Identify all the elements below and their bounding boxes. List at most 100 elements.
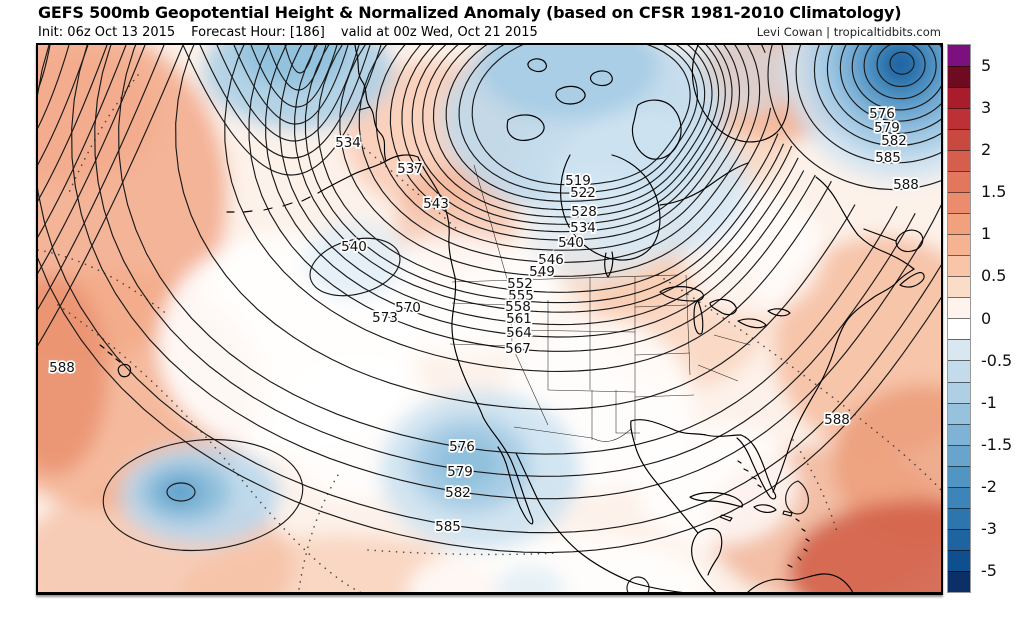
colorbar-tick-label: -1 [981,392,997,412]
height-contour-line [317,45,779,293]
colorbar-segment [948,528,970,550]
height-contour-line [248,45,816,352]
height-contour-line [279,45,799,326]
height-contour-line [267,45,327,91]
colorbar-tick-label: 3 [981,98,992,118]
height-contour-line [795,45,941,164]
colorbar-tick-label: -0.5 [981,350,1013,370]
map-frame: 519 522 528 534 540 546 549 552 555 558 561 564 567 5… [36,43,943,595]
height-contour-line [233,45,349,125]
contour-label: 537 [397,161,423,177]
contour-label: 546 [538,252,564,268]
contour-label: 582 [881,133,907,149]
height-contour-line [38,45,127,238]
anomaly-colorbar [947,44,971,593]
contour-label: 543 [423,196,449,212]
contour-label: 534 [570,220,596,236]
height-contour-line [445,45,706,202]
height-contour-line [458,45,698,194]
colorbar-segment [948,255,970,277]
height-contour-line [767,45,941,191]
contour-label: 540 [341,239,367,255]
height-contour-line [38,45,70,129]
contour-label: 576 [869,106,895,122]
contour-label: 534 [335,135,361,151]
height-contour-line [38,45,146,274]
contour-label: 540 [558,235,584,251]
colorbar-segment [948,171,970,193]
colorbar-segment [948,486,970,508]
colorbar-tick-label: 1.5 [981,182,1007,202]
height-contour-line [38,45,89,166]
height-contour-line [94,45,916,477]
height-contour-line [401,45,733,233]
contour-label: 567 [505,341,531,357]
height-contour-line [199,45,371,159]
colorbar-tick-label: -1.5 [981,434,1013,454]
height-contour-line [224,45,832,372]
contour-label: 519 [565,173,591,189]
height-contour-line [876,45,926,88]
colorbar-segment [948,297,970,319]
colorbar-segment [948,360,970,382]
colorbar-segment [948,507,970,529]
colorbar-segment [948,381,970,403]
height-contour-line [411,45,726,225]
colorbar-segment [948,66,970,88]
contour-label: 582 [445,485,471,501]
colorbar-segment [948,444,970,466]
contour-label: 549 [529,264,555,280]
colorbar-segment [948,150,970,172]
colorbar-segment [948,129,970,151]
colorbar-tick-label: -2 [981,476,997,496]
height-contour-line [422,45,720,218]
contour-label: 588 [49,360,75,376]
height-contour-line [284,45,316,74]
colorbar-tick-label: 1 [981,224,992,244]
height-contour-line [250,45,338,108]
contour-label: 573 [372,310,398,326]
height-contour-line [863,45,937,100]
colorbar-segment [948,234,970,256]
height-contour-line [175,45,856,410]
contour-label: 579 [447,464,473,480]
contour-label: 570 [395,300,421,316]
height-contour-line [851,45,941,111]
contour-label: 579 [874,120,900,136]
colorbar-tick-label: -5 [981,561,997,581]
height-contour-line [265,45,805,338]
height-contour-line [38,45,108,202]
contour-label: 558 [505,299,531,315]
colorbar-segment [948,213,970,235]
height-contour-line [38,45,941,534]
contour-label: 585 [435,519,461,535]
height-contour-line [889,51,915,75]
colorbar-segment [948,192,970,214]
chart-title: GEFS 500mb Geopotential Height & Normali… [38,3,902,22]
colorbar-segment [948,87,970,109]
colorbar-tick-label: 0 [981,308,992,328]
height-contour-line [38,45,51,92]
colorbar-tick-label: -3 [981,518,997,538]
colorbar-segment [948,570,970,592]
colorbar-segment [948,276,970,298]
contour-label: 588 [824,412,850,428]
height-contour-line [182,45,382,176]
init-time-label: Init: 06z Oct 13 2015 [38,25,176,40]
static-contours-layer [102,237,809,592]
colorbar-segment [948,549,970,571]
weather-map-svg: 5195225285345405465495525555585615645675… [38,45,941,592]
state-borders-layer [449,164,751,442]
height-contour-line [216,45,360,142]
height-contour-line [38,45,165,311]
colorbar-tick-label: 2 [981,140,992,160]
credit-watermark: Levi Cowan | tropicaltidbits.com [756,25,941,39]
colorbar-segment [948,318,970,340]
contour-label: 588 [893,177,919,193]
valid-time-label: valid at 00z Wed, Oct 21 2015 [340,25,538,40]
contour-label: 552 [507,276,533,292]
height-contour-line [38,257,941,554]
anomaly-shading-layer [38,45,941,592]
colorbar-segment [948,45,970,67]
height-contour-line [432,45,713,211]
